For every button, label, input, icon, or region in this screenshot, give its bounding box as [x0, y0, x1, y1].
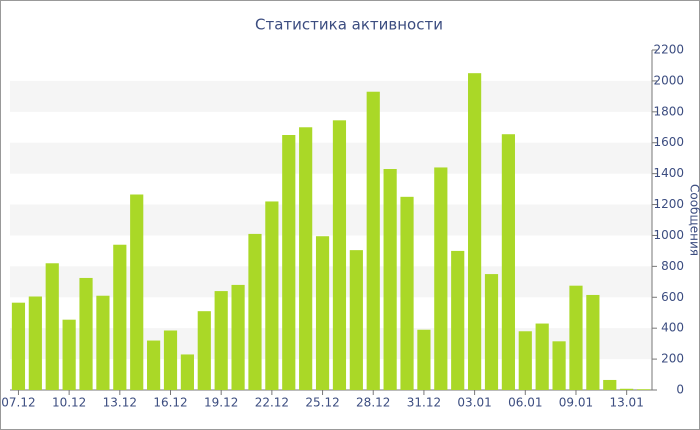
y-axis-label: Сообщения: [688, 184, 700, 256]
bar: [62, 319, 76, 390]
bar: [636, 389, 651, 390]
bar: [197, 311, 211, 390]
bar: [163, 330, 178, 390]
x-tick-label: 03.01: [457, 396, 491, 410]
bar: [315, 236, 330, 390]
y-tick-label: 600: [661, 290, 684, 304]
x-tick-label: 31.12: [407, 396, 441, 410]
bar: [130, 194, 144, 390]
bar: [366, 91, 380, 391]
y-tick-label: 800: [661, 259, 684, 273]
bar: [569, 285, 583, 390]
bar: [383, 169, 397, 390]
y-tick-label: 2200: [653, 43, 684, 57]
bar: [214, 291, 228, 390]
y-tick-label: 1400: [653, 166, 684, 180]
grid-band: [10, 204, 652, 236]
x-tick-label: 25.12: [305, 396, 339, 410]
x-tick-label: 09.01: [559, 396, 593, 410]
bar: [586, 294, 600, 390]
bar: [484, 274, 499, 390]
y-tick-label: 1000: [653, 228, 684, 242]
bar: [113, 244, 127, 390]
y-tick-label: 2000: [653, 73, 684, 87]
bar: [180, 354, 194, 390]
bar: [28, 296, 42, 390]
y-tick-label: 200: [661, 352, 684, 366]
bar: [417, 329, 431, 390]
chart-title: Статистика активности: [255, 16, 443, 34]
bar: [400, 196, 414, 390]
bar: [451, 250, 465, 390]
y-tick-label: 1200: [653, 197, 684, 211]
grid-band: [10, 142, 652, 174]
bar: [468, 73, 482, 390]
grid-band: [10, 266, 652, 298]
x-tick-label: 10.12: [52, 396, 86, 410]
x-tick-label: 06.01: [508, 396, 542, 410]
x-tick-label: 19.12: [204, 396, 238, 410]
bar: [535, 323, 549, 390]
bar: [79, 277, 93, 390]
bar: [620, 388, 634, 390]
bar: [518, 331, 532, 390]
y-tick-label: 1600: [653, 135, 684, 149]
bar: [349, 250, 363, 390]
bar: [231, 284, 245, 390]
bar: [501, 134, 515, 390]
bar: [603, 379, 617, 390]
x-tick-label: 07.12: [1, 396, 35, 410]
bar: [45, 263, 59, 390]
y-tick-label: 1800: [653, 104, 684, 118]
bar: [434, 167, 448, 390]
bar: [552, 341, 566, 390]
x-tick-label: 22.12: [255, 396, 289, 410]
bar: [299, 127, 313, 390]
x-tick-label: 13.12: [103, 396, 137, 410]
x-tick-label: 13.01: [609, 396, 643, 410]
bar: [332, 120, 347, 391]
bar: [96, 295, 110, 390]
bar: [11, 302, 26, 390]
x-tick-label: 16.12: [153, 396, 187, 410]
bar: [147, 340, 161, 390]
grid-band: [10, 80, 652, 112]
x-tick-label: 28.12: [356, 396, 390, 410]
y-tick-label: 0: [676, 383, 684, 397]
bar: [248, 233, 262, 390]
y-tick-label: 400: [661, 321, 684, 335]
bar: [282, 135, 296, 390]
bar: [265, 201, 279, 390]
